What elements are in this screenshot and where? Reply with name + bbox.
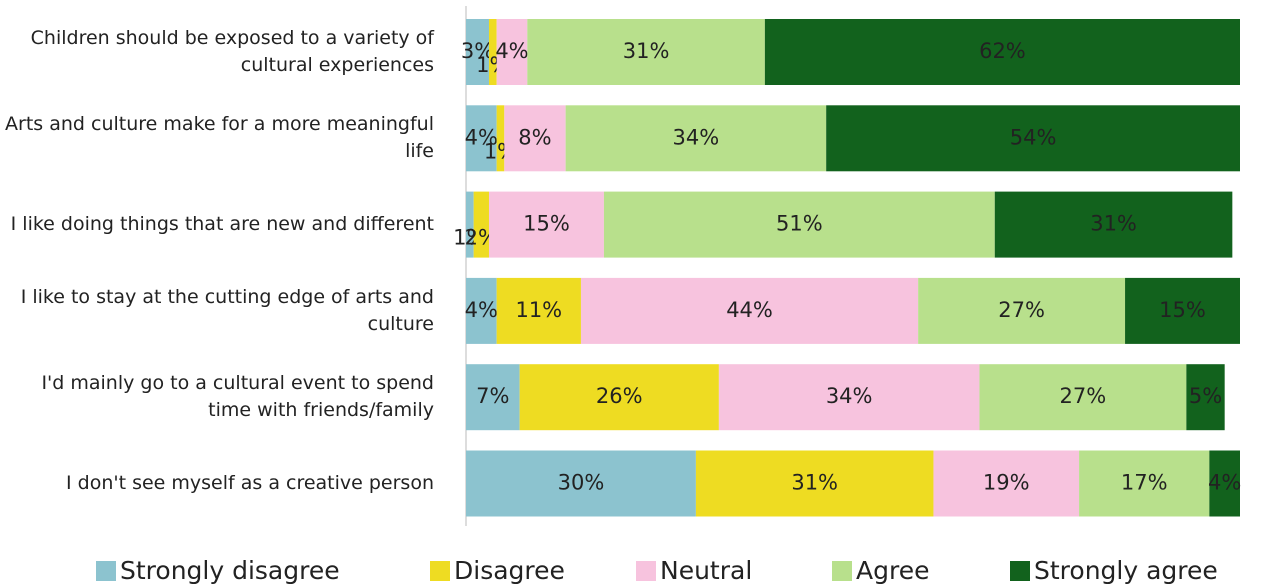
value-label: 11% [515,298,562,322]
value-label: 5% [1189,384,1222,408]
bar-segment [466,450,696,517]
value-label: 4% [465,298,498,322]
bar-segment [496,277,581,344]
value-label: 34% [826,384,873,408]
legend-label: Neutral [660,556,752,585]
bar-segment [496,19,528,85]
bar-segment [1186,364,1225,431]
value-label: 4% [465,125,498,149]
legend-label: Agree [856,556,929,585]
value-label: 8% [518,125,551,149]
bar-segment [466,19,489,85]
value-label: 19% [983,471,1030,495]
category-label: I don't see myself as a creative person [65,472,434,494]
legend-label: Strongly agree [1034,556,1218,585]
bar-segment [994,191,1233,258]
value-label: 15% [523,212,570,236]
value-label: 51% [776,212,823,236]
value-label: 34% [673,125,720,149]
legend-label: Strongly disagree [120,556,340,585]
bar-segment [580,277,919,344]
bar-segment [466,191,474,258]
value-label: 27% [1060,384,1107,408]
legend-swatch [430,561,450,581]
bar-segment [466,364,520,431]
category-label: I'd mainly go to a cultural event to spe… [41,372,434,422]
legend-swatch [636,561,656,581]
bar-segment [565,105,827,172]
bar-segment [519,364,719,431]
bar-segment [718,364,980,431]
value-label: 31% [791,471,838,495]
category-label: I like to stay at the cutting edge of ar… [20,285,434,335]
bar-segment [488,191,604,258]
bar-segment [603,191,995,258]
bar-segment [527,19,765,85]
value-label: 54% [1010,125,1057,149]
value-label: 31% [623,39,670,63]
category-label: Arts and culture make for a more meaning… [5,113,434,163]
legend-swatch [96,561,116,581]
value-label: 4% [495,39,528,63]
value-label: 7% [476,384,509,408]
bar-segment [826,105,1240,172]
bar-segment [695,450,934,517]
value-label: 44% [726,298,773,322]
bar-segment [488,19,497,85]
category-label: I like doing things that are new and dif… [10,213,434,236]
category-label: Children should be exposed to a variety … [30,27,434,76]
legend-swatch [1010,561,1030,581]
bar-segment [1079,450,1210,517]
bar-segment [979,364,1187,431]
value-label: 31% [1090,212,1137,236]
bar-segment [504,105,566,172]
bar-segment [466,277,497,344]
value-label: 27% [998,298,1045,322]
value-label: 26% [596,384,643,408]
legend-swatch [832,561,852,581]
bar-segment [918,277,1126,344]
bar-segment [764,19,1240,85]
bar-segment [473,191,489,258]
value-label: 62% [979,39,1026,63]
value-label: 15% [1159,298,1206,322]
legend-label: Disagree [454,556,565,585]
bar-segment [1125,277,1240,344]
bar-segment [933,450,1080,517]
bar-segment [466,105,497,172]
bar-segment [1209,450,1240,517]
value-label: 3% [461,39,494,63]
value-label: 30% [558,471,605,495]
value-label: 17% [1121,471,1168,495]
value-label: 4% [1208,471,1241,495]
bar-segment [496,105,505,172]
